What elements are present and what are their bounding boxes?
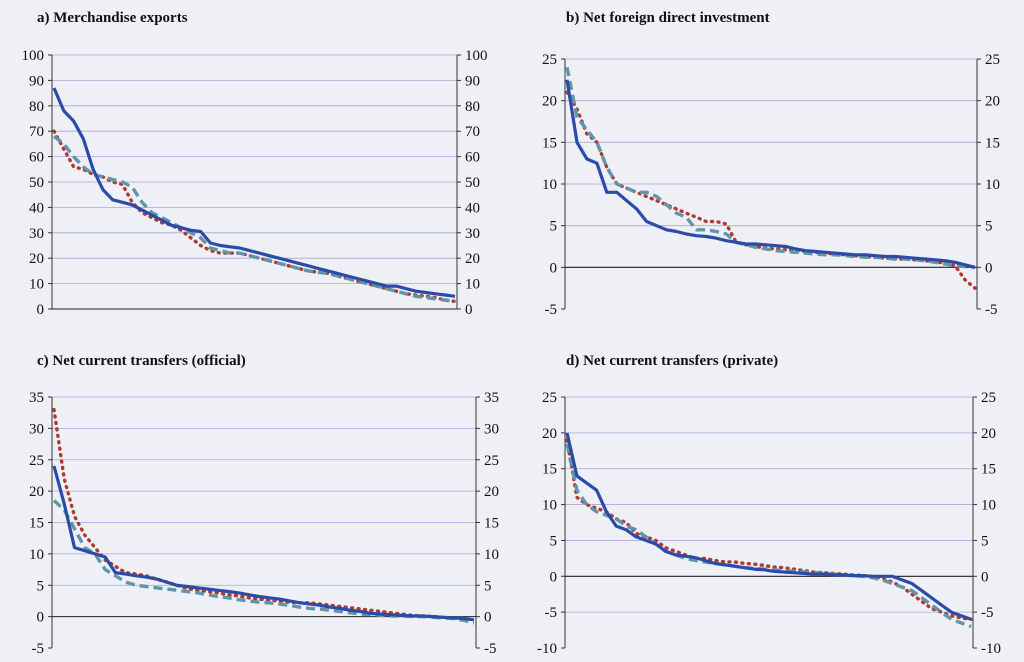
right-tick-label: 15 bbox=[985, 135, 1000, 151]
right-tick-label: 40 bbox=[465, 200, 480, 216]
chart-title: b) Net foreign direct investment bbox=[566, 10, 770, 26]
left-tick-label: -10 bbox=[537, 641, 557, 657]
left-tick-label: 0 bbox=[37, 302, 45, 318]
right-tick-label: 5 bbox=[484, 578, 492, 594]
right-tick-label: 20 bbox=[465, 251, 480, 267]
left-tick-label: 10 bbox=[542, 498, 557, 514]
left-tick-label: 0 bbox=[550, 569, 558, 585]
right-tick-label: 0 bbox=[465, 302, 473, 318]
right-tick-label: 70 bbox=[465, 124, 480, 140]
right-tick-label: 0 bbox=[981, 569, 989, 585]
series-line-1 bbox=[565, 432, 972, 621]
right-tick-label: 25 bbox=[981, 390, 996, 406]
left-tick-label: 80 bbox=[29, 99, 44, 115]
right-tick-label: 0 bbox=[484, 610, 492, 626]
left-tick-label: 20 bbox=[542, 426, 557, 442]
right-tick-label: 5 bbox=[981, 533, 989, 549]
left-tick-label: 70 bbox=[29, 124, 44, 140]
chart-panel-4: d) Net current transfers (private) -10 -10… bbox=[537, 353, 1001, 657]
right-tick-label: 5 bbox=[985, 219, 993, 235]
right-tick-label: -5 bbox=[985, 302, 998, 318]
right-tick-label: 10 bbox=[985, 177, 1000, 193]
left-tick-label: 15 bbox=[29, 516, 44, 532]
left-tick-label: 25 bbox=[542, 52, 557, 68]
left-tick-label: 5 bbox=[550, 219, 558, 235]
left-tick-label: 35 bbox=[29, 390, 44, 406]
chart-panel-3: c) Net current transfers (official) -5 -5 0… bbox=[29, 353, 499, 657]
chart-panel-2: b) Net foreign direct investment -5 -5 0 0 5 5… bbox=[542, 10, 1000, 318]
right-tick-label: 15 bbox=[981, 462, 996, 478]
left-tick-label: 15 bbox=[542, 462, 557, 478]
left-tick-label: 0 bbox=[37, 610, 45, 626]
chart-title: d) Net current transfers (private) bbox=[566, 353, 778, 369]
left-tick-label: 60 bbox=[29, 150, 44, 166]
right-tick-label: 10 bbox=[465, 277, 480, 293]
left-tick-label: 20 bbox=[29, 484, 44, 500]
left-tick-label: 20 bbox=[29, 251, 44, 267]
series-line-3 bbox=[565, 66, 976, 269]
right-tick-label: 10 bbox=[484, 547, 499, 563]
right-tick-label: -5 bbox=[484, 641, 497, 657]
series-line-1 bbox=[52, 87, 456, 298]
left-tick-label: -5 bbox=[545, 302, 558, 318]
right-tick-label: 90 bbox=[465, 73, 480, 89]
left-tick-label: 5 bbox=[550, 533, 558, 549]
right-tick-label: 20 bbox=[985, 94, 1000, 110]
left-tick-label: 15 bbox=[542, 135, 557, 151]
right-tick-label: -5 bbox=[981, 605, 994, 621]
left-tick-label: -5 bbox=[32, 641, 45, 657]
right-tick-label: 15 bbox=[484, 516, 499, 532]
left-tick-label: 90 bbox=[29, 73, 44, 89]
left-tick-label: 30 bbox=[29, 421, 44, 437]
left-tick-label: 40 bbox=[29, 200, 44, 216]
right-tick-label: 30 bbox=[465, 226, 480, 242]
right-tick-label: 25 bbox=[985, 52, 1000, 68]
right-tick-label: 20 bbox=[981, 426, 996, 442]
plot-area bbox=[565, 397, 973, 648]
right-tick-label: 25 bbox=[484, 453, 499, 469]
chart-title: c) Net current transfers (official) bbox=[37, 353, 246, 369]
right-tick-label: 60 bbox=[465, 150, 480, 166]
series-line-3 bbox=[52, 134, 456, 304]
right-tick-label: 10 bbox=[981, 498, 996, 514]
series-line-1 bbox=[565, 79, 976, 269]
left-tick-label: -5 bbox=[545, 605, 558, 621]
left-tick-label: 30 bbox=[29, 226, 44, 242]
right-tick-label: 50 bbox=[465, 175, 480, 191]
left-tick-label: 20 bbox=[542, 94, 557, 110]
chart-panel-1: a) Merchandise exports 0 0 10 10 20 20 30 30 40 40… bbox=[22, 10, 488, 318]
right-tick-label: 20 bbox=[484, 484, 499, 500]
right-tick-label: -10 bbox=[981, 641, 1001, 657]
chart-title: a) Merchandise exports bbox=[37, 10, 188, 26]
left-tick-label: 25 bbox=[29, 453, 44, 469]
right-tick-label: 100 bbox=[465, 48, 488, 64]
right-tick-label: 0 bbox=[985, 260, 993, 276]
left-tick-label: 0 bbox=[550, 260, 558, 276]
left-tick-label: 10 bbox=[542, 177, 557, 193]
left-tick-label: 10 bbox=[29, 547, 44, 563]
right-tick-label: 30 bbox=[484, 421, 499, 437]
right-tick-label: 80 bbox=[465, 99, 480, 115]
left-tick-label: 5 bbox=[37, 578, 45, 594]
right-tick-label: 35 bbox=[484, 390, 499, 406]
left-tick-label: 50 bbox=[29, 175, 44, 191]
left-tick-label: 10 bbox=[29, 277, 44, 293]
left-tick-label: 25 bbox=[542, 390, 557, 406]
series-line-3 bbox=[565, 443, 972, 629]
series-line-1 bbox=[52, 465, 475, 622]
left-tick-label: 100 bbox=[22, 48, 45, 64]
